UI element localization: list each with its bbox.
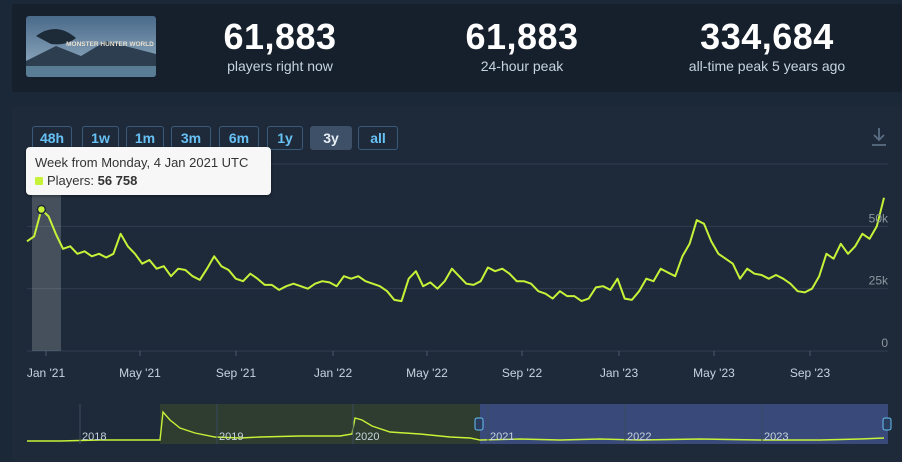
navigator-right-handle[interactable]	[882, 417, 892, 431]
range-button-all[interactable]: all	[358, 126, 398, 150]
stat-all-time-peak: 334,684 all-time peak 5 years ago	[667, 16, 867, 75]
stats-bar: MONSTER HUNTER WORLD 61,883 players righ…	[12, 4, 902, 92]
x-tick-label: Sep '23	[790, 366, 831, 380]
chart-tooltip: Week from Monday, 4 Jan 2021 UTC Players…	[26, 147, 271, 195]
y-tick-label: 0	[881, 336, 888, 350]
range-button-48h[interactable]: 48h	[32, 126, 72, 150]
monster-hunter-logo: MONSTER HUNTER WORLD	[26, 16, 156, 77]
tooltip-value: 56 758	[97, 173, 138, 188]
x-tick-label: Jan '22	[314, 366, 353, 380]
y-tick-label: 25k	[869, 274, 889, 288]
navigator-year-label: 2023	[764, 431, 788, 443]
range-button-1w[interactable]: 1w	[82, 126, 119, 150]
series-marker-icon	[35, 177, 43, 185]
x-tick-label: Sep '22	[502, 366, 543, 380]
navigator-year-label: 2019	[219, 431, 243, 443]
x-tick-label: May '22	[406, 366, 448, 380]
current-players-label: players right now	[227, 58, 333, 74]
range-button-3y[interactable]: 3y	[310, 126, 352, 150]
stat-current: 61,883 players right now	[200, 16, 360, 75]
navigator-year-label: 2021	[490, 431, 514, 443]
navigator-highlight-2019-2020	[160, 404, 480, 444]
navigator-left-handle[interactable]	[474, 417, 484, 431]
navigator-series-line	[27, 410, 885, 442]
all-time-peak-value: 334,684	[700, 16, 834, 57]
peak-24h-value: 61,883	[465, 16, 579, 57]
x-tick-label: Sep '21	[216, 366, 257, 380]
all-time-peak-label: all-time peak 5 years ago	[688, 58, 846, 74]
logo-text: MONSTER HUNTER WORLD	[66, 41, 154, 48]
hover-highlight-band	[32, 192, 61, 351]
navigator-selected-range[interactable]	[480, 404, 888, 444]
tooltip-series-label: Players:	[47, 173, 94, 188]
range-button-1m[interactable]: 1m	[126, 126, 164, 150]
x-tick-label: Jan '23	[600, 366, 639, 380]
range-button-1y[interactable]: 1y	[267, 126, 303, 150]
range-button-6m[interactable]: 6m	[219, 126, 259, 150]
x-tick-label: May '23	[693, 366, 735, 380]
x-tick-label: May '21	[119, 366, 161, 380]
navigator-year-label: 2018	[82, 431, 106, 443]
download-icon[interactable]	[870, 126, 888, 148]
stat-24h-peak: 61,883 24-hour peak	[442, 16, 602, 75]
hover-data-point[interactable]	[36, 204, 47, 215]
tooltip-title: Week from Monday, 4 Jan 2021 UTC	[35, 155, 249, 170]
navigator-year-label: 2022	[627, 431, 651, 443]
navigator[interactable]: 2018 2019 2020 2021 2022 2023	[27, 404, 892, 444]
navigator-year-label: 2020	[355, 431, 379, 443]
x-tick-label: Jan '21	[27, 366, 66, 380]
range-button-3m[interactable]: 3m	[171, 126, 211, 150]
tooltip-value-row: Players: 56 758	[35, 173, 137, 188]
current-players-value: 61,883	[223, 16, 337, 57]
players-series-line	[26, 197, 885, 303]
y-tick-label: 50k	[869, 211, 889, 225]
peak-24h-label: 24-hour peak	[480, 58, 564, 74]
game-capsule-image[interactable]: MONSTER HUNTER WORLD	[26, 16, 156, 77]
